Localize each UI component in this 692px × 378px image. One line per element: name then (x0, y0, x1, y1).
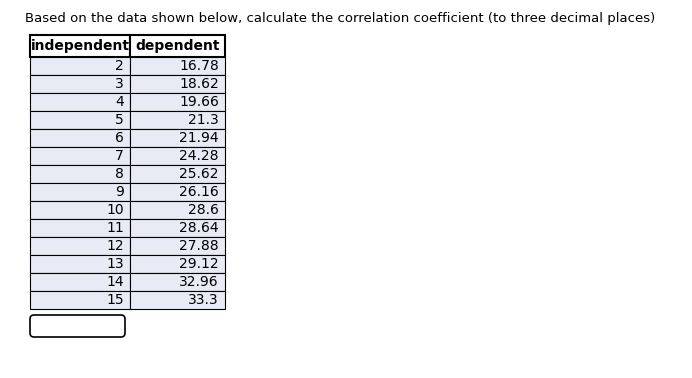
Text: 9: 9 (115, 185, 124, 199)
Text: 21.94: 21.94 (179, 131, 219, 145)
Bar (30, 165, 130, 183)
Bar (30, 291, 130, 309)
Text: Based on the data shown below, calculate the correlation coefficient (to three d: Based on the data shown below, calculate… (25, 12, 655, 25)
Text: 11: 11 (107, 221, 124, 235)
Bar (130, 291, 225, 309)
Text: independent: independent (30, 39, 129, 53)
Bar (30, 147, 130, 165)
Bar (30, 35, 130, 57)
Bar (30, 183, 130, 201)
Text: 7: 7 (116, 149, 124, 163)
Text: 16.78: 16.78 (179, 59, 219, 73)
Bar (30, 111, 130, 129)
Text: 33.3: 33.3 (188, 293, 219, 307)
Text: 12: 12 (107, 239, 124, 253)
Text: 28.64: 28.64 (179, 221, 219, 235)
Bar (30, 273, 130, 291)
Bar (30, 75, 130, 93)
Bar (30, 57, 130, 75)
Bar (130, 255, 225, 273)
Text: 24.28: 24.28 (179, 149, 219, 163)
Bar (130, 35, 225, 57)
Bar (30, 255, 130, 273)
Bar (30, 93, 130, 111)
Bar (130, 129, 225, 147)
Text: 32.96: 32.96 (179, 275, 219, 289)
Text: 29.12: 29.12 (179, 257, 219, 271)
Text: 28.6: 28.6 (188, 203, 219, 217)
Text: dependent: dependent (135, 39, 220, 53)
Text: 15: 15 (107, 293, 124, 307)
Text: 10: 10 (107, 203, 124, 217)
FancyBboxPatch shape (30, 315, 125, 337)
Text: 19.66: 19.66 (179, 95, 219, 109)
Bar (130, 111, 225, 129)
Bar (30, 237, 130, 255)
Bar (130, 165, 225, 183)
Text: 13: 13 (107, 257, 124, 271)
Text: 14: 14 (107, 275, 124, 289)
Text: 21.3: 21.3 (188, 113, 219, 127)
Text: 25.62: 25.62 (179, 167, 219, 181)
Bar (30, 201, 130, 219)
Text: 4: 4 (116, 95, 124, 109)
Bar (130, 183, 225, 201)
Bar (130, 237, 225, 255)
Text: 18.62: 18.62 (179, 77, 219, 91)
Bar (130, 75, 225, 93)
Text: 2: 2 (116, 59, 124, 73)
Bar (130, 57, 225, 75)
Text: 6: 6 (115, 131, 124, 145)
Bar (130, 93, 225, 111)
Bar (130, 219, 225, 237)
Text: 3: 3 (116, 77, 124, 91)
Text: 27.88: 27.88 (179, 239, 219, 253)
Bar (30, 129, 130, 147)
Bar (130, 273, 225, 291)
Bar (130, 201, 225, 219)
Text: 5: 5 (116, 113, 124, 127)
Text: 8: 8 (115, 167, 124, 181)
Text: 26.16: 26.16 (179, 185, 219, 199)
Bar (130, 147, 225, 165)
Bar (30, 219, 130, 237)
